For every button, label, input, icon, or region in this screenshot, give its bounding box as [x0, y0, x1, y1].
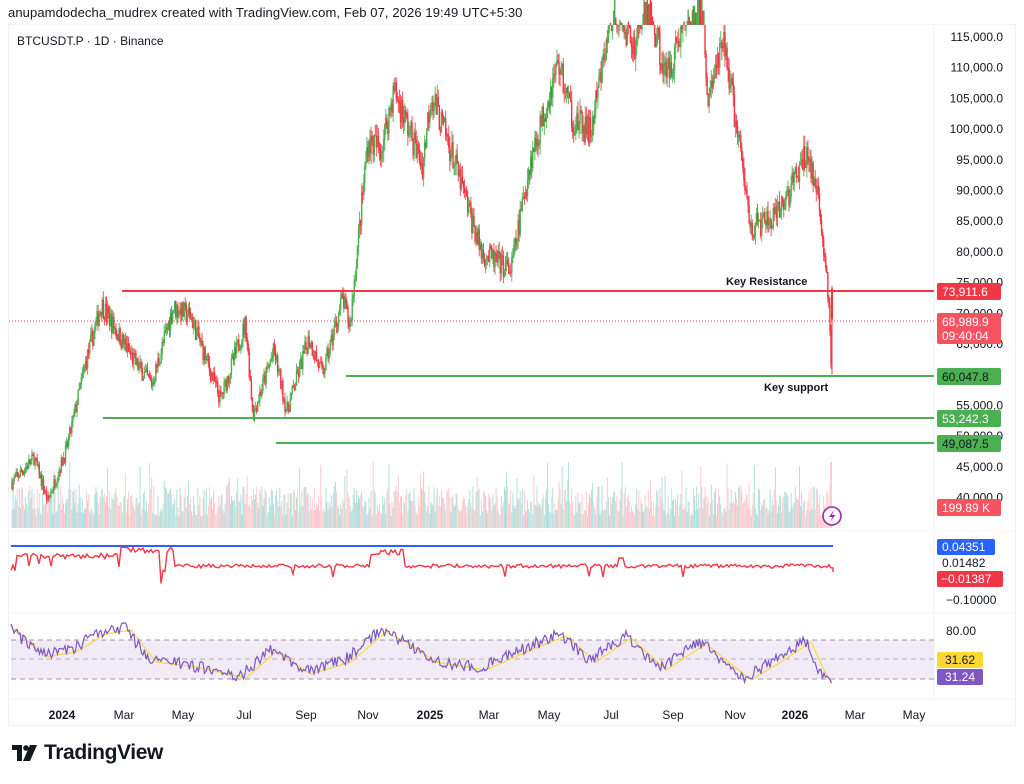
last-price-tag: 68,989.9 09:40:04 [937, 313, 1001, 344]
price-axis-label: 100,000.0 [950, 122, 1004, 136]
time-axis-label: 2024 [49, 708, 76, 722]
price-axis-label: 55,000.0 [956, 398, 1003, 412]
time-axis-label: Mar [114, 708, 135, 722]
svg-text:73,911.6: 73,911.6 [942, 285, 988, 299]
price-axis-label: 115,000.0 [951, 30, 1004, 44]
time-axis[interactable]: 2024 Mar May Jul Sep Nov 2025 Mar May Jul Sep Nov 20… [49, 708, 926, 722]
price-axis-label: 85,000.0 [956, 214, 1003, 228]
price-axis-label: 105,000.0 [950, 91, 1004, 105]
key-support-price-tag: 60,047.8 [937, 368, 1001, 385]
lightning-icon[interactable] [822, 506, 842, 526]
funding-rate-line [10, 545, 834, 584]
price-axis-label: 80,000.0 [956, 245, 1003, 259]
time-axis-label: Jul [603, 708, 618, 722]
tradingview-logo-icon [12, 745, 37, 761]
price-candles [11, 0, 833, 505]
price-axis[interactable]: 115,000.0 110,000.0 105,000.0 100,000.0 95,0… [950, 30, 1004, 505]
resistance-price-tag: 73,911.6 [937, 283, 1001, 300]
key-resistance-label: Key Resistance [726, 276, 807, 288]
price-axis-label: 90,000.0 [956, 184, 1003, 198]
time-axis-label: Mar [845, 708, 866, 722]
chart-caption: anupamdodecha_mudrex created with Tradin… [8, 5, 523, 20]
time-axis-label: Nov [357, 708, 378, 722]
svg-text:31.24: 31.24 [945, 670, 975, 684]
time-axis-label: 2025 [417, 708, 444, 722]
svg-text:31.62: 31.62 [945, 653, 975, 667]
time-axis-label: Nov [724, 708, 745, 722]
svg-text:60,047.8: 60,047.8 [942, 370, 989, 384]
time-axis-label: 2026 [782, 708, 809, 722]
volume-bars [11, 461, 832, 528]
time-axis-label: Sep [295, 708, 317, 722]
rsi-line [10, 621, 833, 685]
funding-axis-label: −0.10000 [946, 593, 997, 607]
svg-text:53,242.3: 53,242.3 [942, 412, 989, 426]
price-axis-label: 45,000.0 [956, 460, 1003, 474]
time-axis-label: Jul [236, 708, 251, 722]
price-axis-label: 95,000.0 [956, 153, 1003, 167]
rsi-value-tag: 31.24 [937, 669, 983, 685]
bar-countdown: 09:40:04 [942, 329, 989, 343]
volume-tag: 199.89 K [937, 499, 1001, 516]
svg-text:199.89 K: 199.89 K [942, 501, 990, 515]
time-axis-label: Sep [662, 708, 684, 722]
support-49k-price-tag: 49,087.5 [937, 435, 1001, 452]
svg-text:68,989.9: 68,989.9 [942, 315, 989, 329]
time-axis-label: May [172, 708, 195, 722]
time-axis-label: May [903, 708, 926, 722]
time-axis-label: May [538, 708, 561, 722]
tradingview-wordmark: TradingView [44, 741, 163, 764]
tradingview-logo[interactable]: TradingView [12, 741, 163, 765]
svg-text:49,087.5: 49,087.5 [942, 437, 989, 451]
time-axis-label: Mar [479, 708, 500, 722]
symbol-legend[interactable]: BTCUSDT.P · 1D · Binance [17, 34, 164, 48]
rsi-axis-label: 80.00 [946, 624, 976, 638]
price-axis-label: 110,000.0 [951, 61, 1004, 75]
support-53k-price-tag: 53,242.3 [937, 410, 1001, 427]
svg-text:0.04351: 0.04351 [942, 540, 986, 554]
key-support-label: Key support [764, 382, 829, 394]
svg-text:−0.01387: −0.01387 [941, 572, 992, 586]
funding-upper-tag: 0.04351 [937, 539, 995, 555]
rsi-ma-tag: 31.62 [937, 652, 983, 668]
chart-frame [8, 24, 1016, 726]
funding-axis-label: 0.01482 [942, 556, 986, 570]
funding-current-tag: −0.01387 [937, 571, 1003, 587]
